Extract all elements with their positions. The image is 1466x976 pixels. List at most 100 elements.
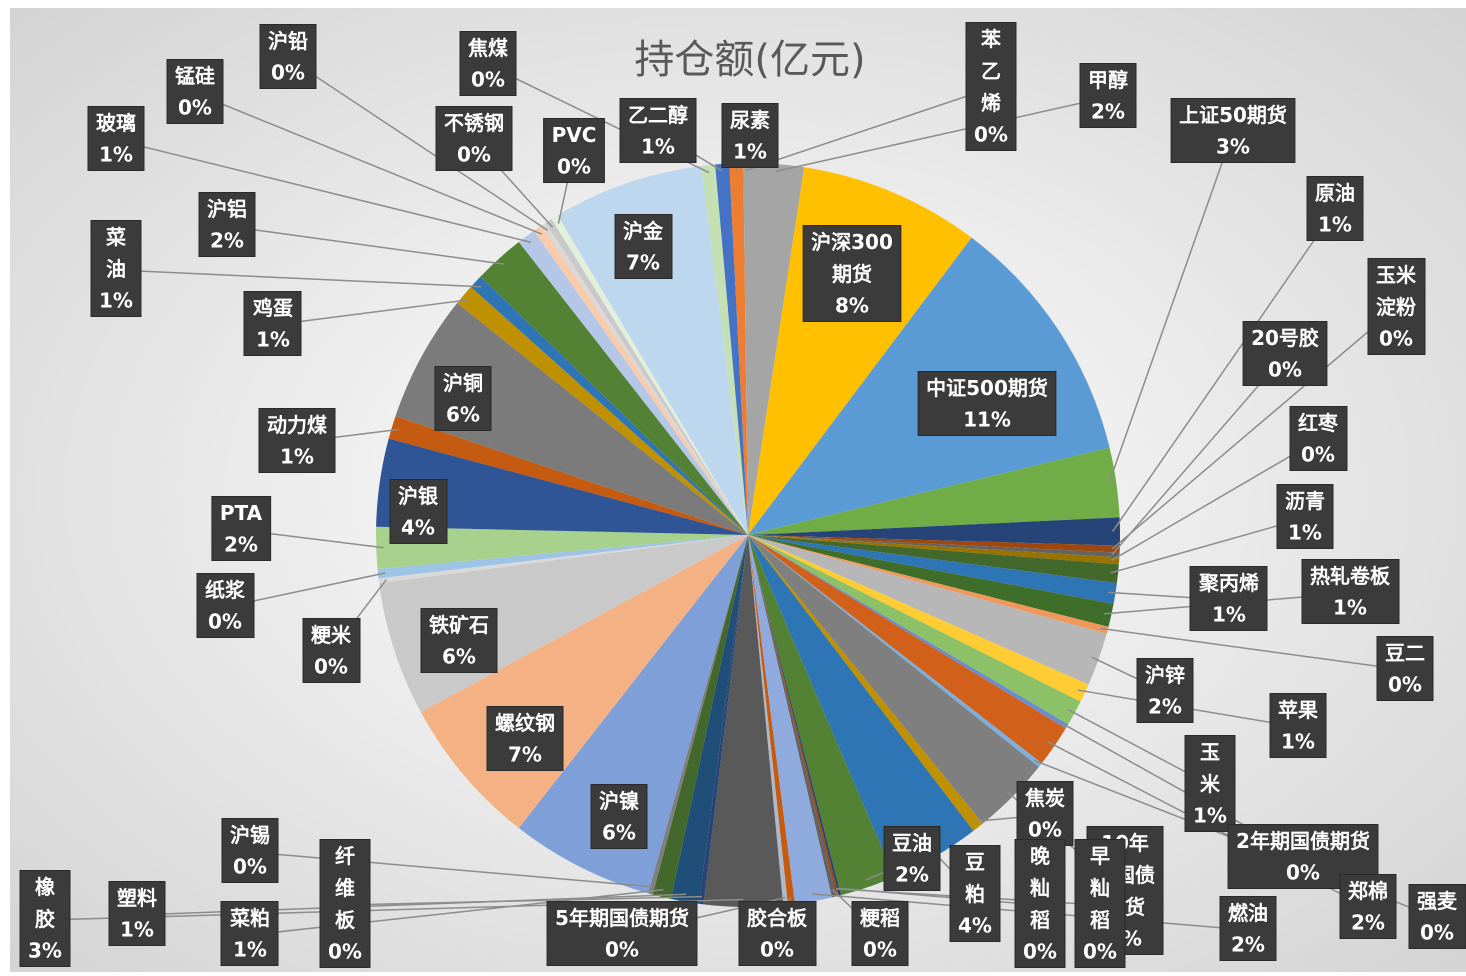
label-name: 豆粕 [965, 850, 985, 906]
label-value: 1% [641, 135, 675, 159]
label-value: 1% [1333, 596, 1367, 620]
data-label: 橡胶 3% [19, 870, 71, 967]
label-box [721, 103, 779, 168]
label-box [802, 225, 902, 322]
data-label: PTA 2% [211, 496, 272, 561]
pie-slice [557, 165, 748, 535]
pie-slice [748, 535, 1107, 685]
labels: 甲醇 2% 沪深300 期货 8% 中证500期货 11% 上证50期货 3% 原油 1% 玉米淀粉 0… [19, 22, 1466, 968]
data-label: 苹果 1% [1269, 693, 1327, 758]
pie-slice [748, 535, 1119, 584]
label-name: 塑料 [117, 886, 157, 910]
label-name: 红枣 [1298, 411, 1339, 435]
pie-slice [748, 535, 795, 905]
pie-slice [470, 276, 748, 535]
data-label: 红枣 0% [1289, 406, 1348, 471]
label-value: 2% [1148, 695, 1182, 719]
label-name: 粳米 [311, 623, 352, 647]
label-box [486, 706, 564, 771]
pie-slice [748, 535, 1042, 767]
pie-slice [748, 447, 1120, 535]
leader-line [249, 851, 653, 888]
label-name: 纤维板 [335, 844, 356, 932]
data-label: 塑料 1% [108, 881, 166, 946]
label-name: 沪深300 期货 [811, 230, 893, 286]
label-box [1269, 693, 1327, 758]
label-box [1376, 636, 1434, 701]
label-box [166, 59, 224, 124]
pie-slice [376, 438, 748, 535]
label-value: 0% [605, 938, 639, 962]
label-value: 0% [1268, 358, 1302, 382]
label-box [1289, 406, 1348, 471]
label-value: 1% [99, 143, 133, 167]
leader-line [1111, 307, 1397, 550]
leader-line [1111, 209, 1336, 532]
label-name: 热轧卷板 [1310, 564, 1391, 588]
label-box [1184, 735, 1236, 832]
data-label: 沪镍 6% [590, 784, 648, 849]
label-box [434, 366, 492, 431]
label-value: 8% [835, 294, 869, 318]
pie-slice [729, 163, 748, 535]
data-label: 菜粕 1% [220, 901, 279, 966]
data-label: 玉米淀粉 0% [1367, 258, 1426, 355]
label-name: 燃油 [1228, 901, 1268, 925]
leader-line [1111, 354, 1286, 556]
data-label: 5年期国债期货 0% [546, 901, 698, 966]
data-label: 乙二醇 1% [619, 98, 697, 163]
pie-slice [388, 416, 748, 535]
leader-line [226, 225, 505, 265]
label-value: 1% [256, 328, 290, 352]
label-box [1306, 176, 1364, 241]
leader-line [272, 298, 470, 326]
data-label: 沥青 1% [1276, 484, 1334, 549]
label-value: 1% [120, 918, 154, 942]
data-label: 不锈钢 0% [435, 106, 513, 171]
label-name: 菜粕 [229, 906, 270, 930]
label-value: 0% [471, 68, 505, 92]
label-name: 5年期国债期货 [555, 906, 689, 930]
label-value: 2% [210, 229, 244, 253]
data-label: 沪锌 2% [1136, 658, 1194, 723]
label-value: 0% [457, 143, 491, 167]
label-box [258, 408, 336, 473]
pie-slice [748, 535, 1117, 604]
label-name: 苹果 [1278, 698, 1318, 722]
leader-line [115, 139, 531, 243]
label-value: 2% [1231, 933, 1265, 957]
leader-line [1108, 131, 1234, 484]
pie-slice [715, 163, 748, 536]
label-value: 0% [1379, 327, 1413, 351]
label-name: 尿素 [730, 108, 770, 132]
label-value: 2% [224, 533, 258, 557]
data-label: 沪锡 0% [221, 818, 279, 883]
leader-line [249, 888, 664, 936]
leader-line [1100, 627, 1406, 671]
pie-slice [748, 535, 1089, 702]
pie-slice [748, 535, 1039, 824]
label-box [1170, 98, 1296, 163]
pie-slice [545, 219, 748, 535]
label-name: 玻璃 [96, 111, 136, 135]
pie-slice [748, 535, 983, 831]
label-name: 强麦 [1417, 889, 1458, 913]
label-box [90, 220, 142, 317]
data-label: 粳米 0% [302, 618, 361, 683]
leader-line [775, 96, 1109, 173]
label-value: 0% [1420, 921, 1454, 945]
label-name: 玉米 [1200, 740, 1221, 796]
label-box [302, 618, 361, 683]
label-name: 胶合板 [747, 906, 808, 930]
leader-line [115, 269, 482, 288]
label-name: PTA [220, 501, 263, 525]
label-box [883, 826, 941, 891]
label-box [1079, 63, 1137, 128]
data-label: 沪铝 2% [198, 192, 256, 257]
pie-slice [748, 535, 974, 877]
pie-slice [748, 535, 1069, 729]
label-box [459, 31, 517, 96]
label-name: 豆油 [892, 831, 932, 855]
data-label: 鸡蛋 1% [243, 291, 302, 356]
data-label: 原油 1% [1306, 176, 1364, 241]
